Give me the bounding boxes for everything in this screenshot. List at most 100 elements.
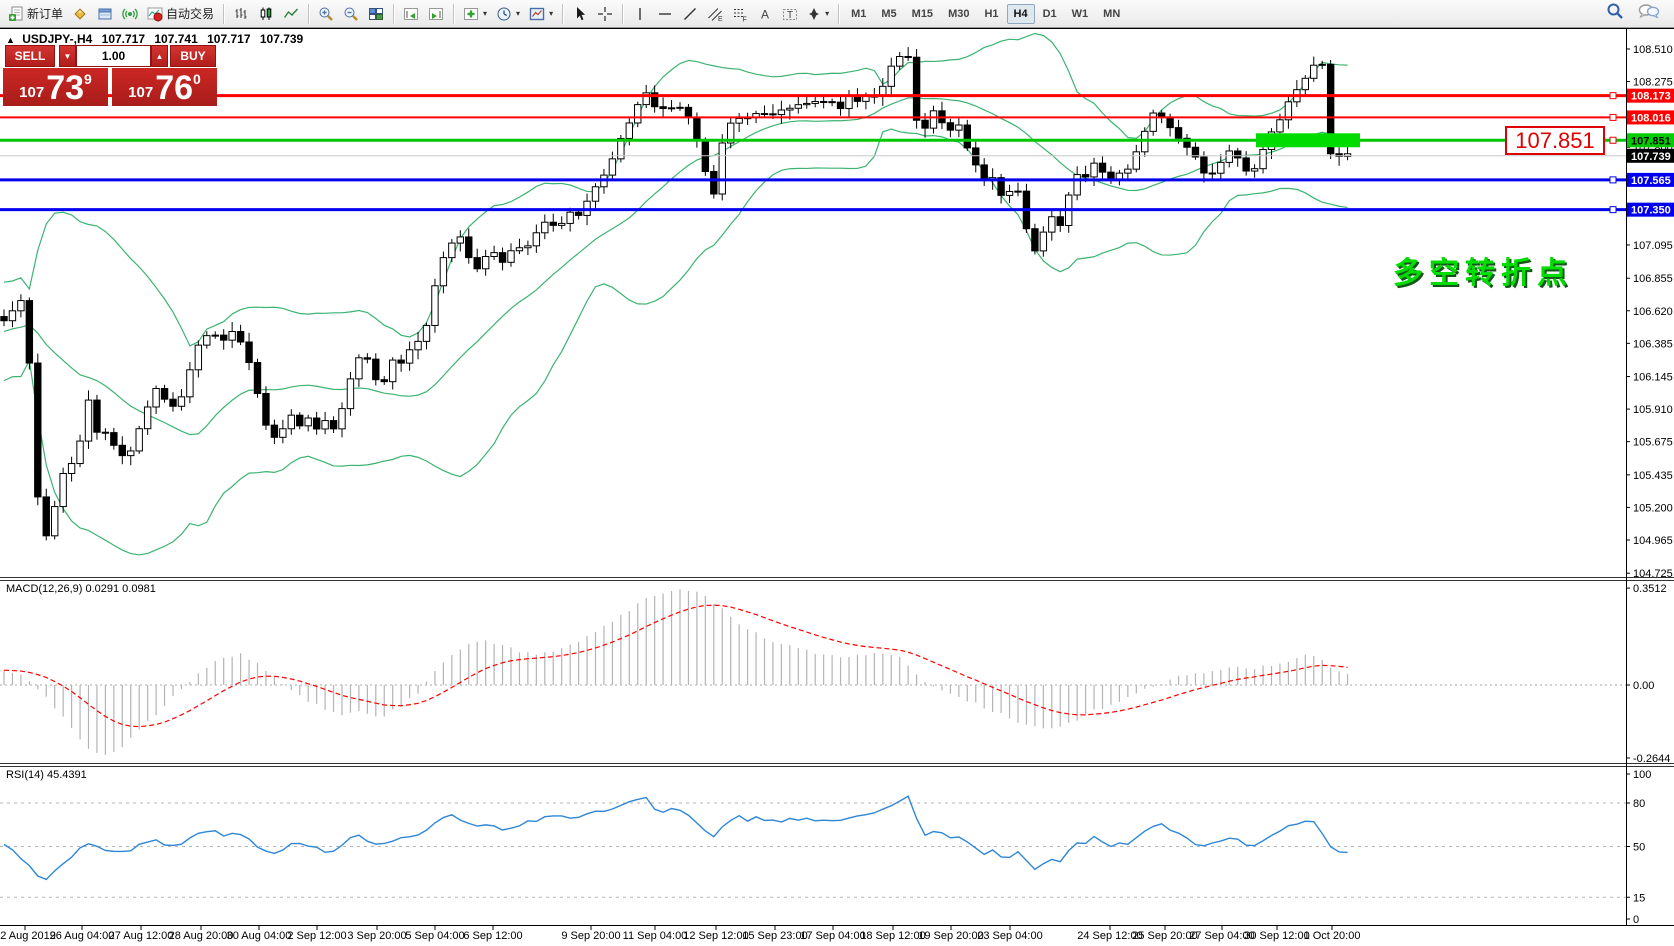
- arrows-dropdown[interactable]: ▾: [803, 1, 833, 27]
- buy-price-point: 0: [193, 71, 201, 87]
- cursor-button[interactable]: [568, 1, 592, 27]
- chat-button[interactable]: [1638, 2, 1660, 25]
- timeframe-m30[interactable]: M30: [948, 7, 970, 20]
- toolbar-separator: [453, 3, 455, 24]
- signals-button[interactable]: [118, 1, 142, 27]
- volume-increase-button[interactable]: ▲: [151, 45, 168, 67]
- svg-text:A: A: [761, 7, 769, 21]
- chart-shift-icon: [403, 6, 419, 22]
- tile-windows-button[interactable]: [364, 1, 388, 27]
- chart-shift-button[interactable]: [399, 1, 423, 27]
- line-chart-button[interactable]: [279, 1, 303, 27]
- timeframe-h1[interactable]: H1: [984, 7, 999, 20]
- auto-scroll-button[interactable]: [424, 1, 448, 27]
- new-order-button[interactable]: 新订单: [4, 1, 67, 27]
- fibonacci-button[interactable]: F: [728, 1, 752, 27]
- svg-text:6 Sep 12:00: 6 Sep 12:00: [463, 930, 522, 942]
- autotrading-button[interactable]: 自动交易: [143, 1, 218, 27]
- bar-chart-icon: [233, 6, 249, 22]
- clock-icon: [496, 6, 512, 22]
- svg-text:104.725: 104.725: [1633, 568, 1673, 580]
- periods-dropdown[interactable]: ▾: [492, 1, 524, 27]
- svg-text:18 Sep 12:00: 18 Sep 12:00: [860, 930, 925, 942]
- svg-text:107.350: 107.350: [1631, 205, 1671, 217]
- vertical-line-icon: [632, 6, 648, 22]
- crosshair-icon: [597, 6, 613, 22]
- buy-button[interactable]: BUY: [170, 45, 216, 67]
- volume-decrease-button[interactable]: ▼: [59, 45, 76, 67]
- ohlc-high: 107.741: [154, 32, 198, 46]
- candlestick-icon: [258, 6, 274, 22]
- sell-button[interactable]: SELL: [5, 45, 55, 67]
- line-handle: [1609, 92, 1617, 100]
- autotrading-label: 自动交易: [166, 7, 215, 21]
- svg-text:106.145: 106.145: [1633, 372, 1673, 384]
- svg-text:108.016: 108.016: [1631, 112, 1671, 124]
- horizontal-line-button[interactable]: [653, 1, 677, 27]
- svg-text:17 Sep 04:00: 17 Sep 04:00: [800, 930, 865, 942]
- toolbar-separator: [838, 3, 840, 24]
- signal-icon: [122, 6, 138, 22]
- crosshair-button[interactable]: [593, 1, 617, 27]
- svg-text:108.510: 108.510: [1633, 44, 1673, 56]
- market-watch-button[interactable]: [68, 1, 92, 27]
- trendline-button[interactable]: [678, 1, 702, 27]
- zoom-out-button[interactable]: [339, 1, 363, 27]
- svg-text:11 Sep 04:00: 11 Sep 04:00: [623, 930, 688, 942]
- new-order-label: 新订单: [27, 7, 64, 21]
- timeframe-w1[interactable]: W1: [1071, 7, 1089, 20]
- timeframe-d1[interactable]: D1: [1042, 7, 1057, 20]
- one-click-trading-panel: SELL ▼ ▲ BUY 107 73 9 107 76 0: [3, 45, 220, 106]
- template-icon: [529, 6, 545, 22]
- timeframe-h4[interactable]: H4: [1006, 3, 1035, 24]
- price-scale[interactable]: 108.510108.275108.040107.800107.565107.3…: [1626, 44, 1674, 580]
- timeframe-m15[interactable]: M15: [911, 7, 934, 20]
- svg-text:106.385: 106.385: [1633, 338, 1673, 350]
- buy-price-button[interactable]: 107 76 0: [112, 68, 217, 106]
- svg-text:3 Sep 20:00: 3 Sep 20:00: [347, 930, 406, 942]
- toolbar-separator: [393, 3, 395, 24]
- svg-text:105.200: 105.200: [1633, 502, 1673, 514]
- timeframe-m1[interactable]: M1: [851, 7, 867, 20]
- zoom-in-icon: [318, 6, 334, 22]
- rsi-panel: [0, 795, 1626, 898]
- toolbar-separator: [562, 3, 564, 24]
- vertical-line-button[interactable]: [628, 1, 652, 27]
- svg-text:50: 50: [1633, 842, 1645, 854]
- collapse-triangle-icon[interactable]: ▲: [6, 35, 15, 45]
- sell-price-button[interactable]: 107 73 9: [3, 68, 108, 106]
- svg-text:25 Sep 20:00: 25 Sep 20:00: [1132, 930, 1197, 942]
- toolbar-separator: [622, 3, 624, 24]
- toolbar: 新订单 自动交易: [0, 0, 1674, 28]
- zoom-in-button[interactable]: [314, 1, 338, 27]
- svg-text:1 Oct 20:00: 1 Oct 20:00: [1304, 930, 1361, 942]
- svg-text:12 Sep 12:00: 12 Sep 12:00: [683, 930, 748, 942]
- search-button[interactable]: [1606, 2, 1624, 25]
- svg-text:F: F: [743, 16, 747, 22]
- svg-text:107.095: 107.095: [1633, 240, 1673, 252]
- timeframe-mn[interactable]: MN: [1103, 7, 1121, 20]
- timeframe-m5[interactable]: M5: [881, 7, 897, 20]
- price-level-annotation[interactable]: 107.851: [1505, 126, 1605, 155]
- text-label-button[interactable]: T: [778, 1, 802, 27]
- trendline-icon: [682, 6, 698, 22]
- svg-text:T: T: [787, 10, 793, 21]
- volume-input[interactable]: [76, 45, 151, 67]
- text-button[interactable]: A: [753, 1, 777, 27]
- highlight-zone[interactable]: [1256, 133, 1360, 148]
- turning-point-note[interactable]: 多空转折点: [1393, 257, 1573, 290]
- buy-price-figure: 107: [128, 84, 154, 101]
- chevron-down-icon: ▾: [825, 9, 830, 18]
- text-label-icon: T: [782, 6, 798, 22]
- bar-chart-button[interactable]: [229, 1, 253, 27]
- channel-button[interactable]: E: [703, 1, 727, 27]
- data-window-button[interactable]: [93, 1, 117, 27]
- macd-panel: [0, 589, 1626, 755]
- svg-text:26 Aug 04:00: 26 Aug 04:00: [50, 930, 115, 942]
- indicators-dropdown[interactable]: ▾: [459, 1, 491, 27]
- candlestick-chart-button[interactable]: [254, 1, 278, 27]
- chevron-down-icon: ▾: [549, 9, 554, 18]
- templates-dropdown[interactable]: ▾: [525, 1, 557, 27]
